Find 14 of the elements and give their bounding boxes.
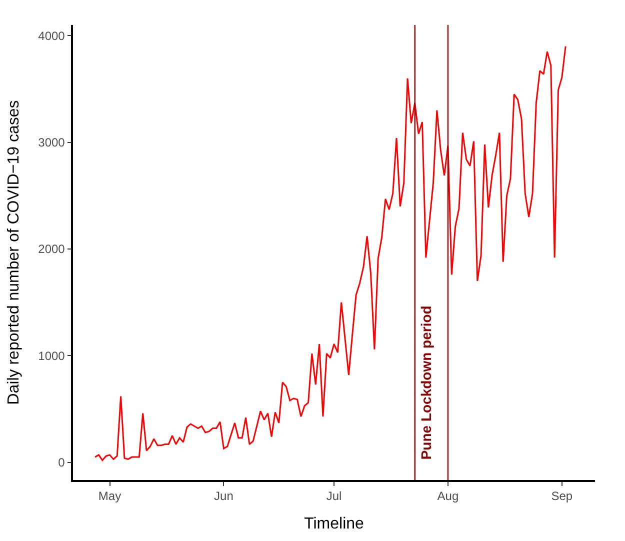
x-tick-label: Aug — [437, 489, 459, 504]
y-tick-label: 4000 — [38, 28, 66, 43]
x-tick-label: May — [98, 489, 122, 504]
x-tick-label: Sep — [551, 489, 573, 504]
line-series — [94, 46, 566, 462]
ref-line-label: Pune Lockdown period — [418, 306, 434, 460]
x-tick-label: Jul — [326, 489, 342, 504]
x-tick-label: Jun — [214, 489, 234, 504]
y-tick-label: 2000 — [38, 242, 66, 256]
x-axis-title: Timeline — [304, 515, 364, 532]
y-tick-label: 3000 — [38, 136, 66, 150]
y-tick-label: 0 — [58, 456, 66, 470]
y-axis-title: Daily reported number of COVID−19 cases — [6, 100, 23, 405]
y-tick-label: 1000 — [38, 348, 66, 363]
